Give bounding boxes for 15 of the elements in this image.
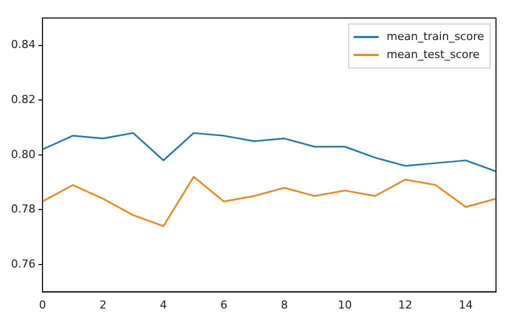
y-tick-label: 0.80 [10, 148, 36, 161]
y-tick-label: 0.76 [10, 257, 36, 270]
y-tick-label: 0.78 [10, 202, 36, 216]
x-tick-label: 12 [398, 298, 412, 312]
y-tick-label: 0.82 [10, 93, 36, 106]
x-tick-label: 4 [160, 298, 167, 312]
x-tick-label: 8 [280, 298, 288, 312]
x-tick-label: 14 [458, 298, 473, 312]
legend-label: mean_test_score [386, 48, 480, 61]
y-tick-label: 0.84 [10, 38, 36, 52]
x-tick-label: 10 [338, 298, 352, 312]
legend-label: mean_train_score [386, 30, 484, 43]
x-tick-label: 2 [99, 298, 106, 312]
x-tick-label: 0 [38, 298, 46, 312]
x-tick-label: 6 [220, 298, 228, 312]
